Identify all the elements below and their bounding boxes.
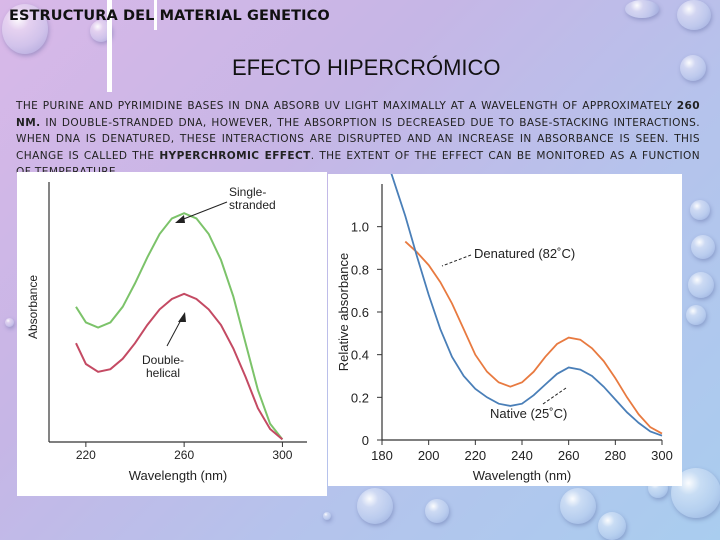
x-axis-label: Wavelength (nm) <box>473 468 572 483</box>
annotation-leader <box>441 254 472 267</box>
x-tick-label: 220 <box>76 448 96 462</box>
decorative-bubble <box>680 55 706 81</box>
decorative-bubble <box>2 4 48 54</box>
slide-title: EFECTO HIPERCRÓMICO <box>232 55 501 80</box>
absorbance-chart-left: 220 260 300 Wavelength (nm) Absorbance Single… <box>26 182 307 483</box>
body-bold-hyperchromic: HYPERCHROMIC EFFECT <box>159 149 311 162</box>
decorative-bubble <box>691 235 715 259</box>
decorative-bubble <box>90 20 112 42</box>
x-tick-label: 260 <box>558 448 580 463</box>
y-tick-label: 0.8 <box>351 262 369 277</box>
series-line <box>75 212 284 441</box>
series-line <box>390 173 663 437</box>
y-axis-label: Relative absorbance <box>336 253 351 372</box>
series-annotation-label: stranded <box>229 198 276 212</box>
decorative-bubble <box>5 318 14 327</box>
y-tick-label: 0.2 <box>351 390 369 405</box>
annotation-arrow <box>180 201 228 221</box>
decorative-bubble <box>598 512 626 540</box>
x-axis-label: Wavelength (nm) <box>129 468 228 483</box>
x-tick-label: 180 <box>371 448 393 463</box>
x-tick-label: 300 <box>272 448 292 462</box>
left-figure: 220 260 300 Wavelength (nm) Absorbance Single… <box>17 172 327 496</box>
series-line <box>75 292 284 441</box>
decorative-bubble <box>357 488 393 524</box>
accent-bar <box>107 0 112 92</box>
decorative-bubble <box>323 512 331 520</box>
decorative-bubble <box>686 305 706 325</box>
x-tick-label: 200 <box>418 448 440 463</box>
x-tick-label: 260 <box>174 448 194 462</box>
absorbance-chart-right: 180 200 220 240 260 280 300 0 0.2 0.4 0.6 0.8 1.0 Wav… <box>336 173 673 483</box>
x-tick-label: 280 <box>604 448 626 463</box>
y-tick-label: 0.6 <box>351 305 369 320</box>
y-tick-label: 1.0 <box>351 220 369 235</box>
decorative-bubble <box>677 0 711 30</box>
series-annotation-label: helical <box>146 366 180 380</box>
y-tick-label: 0 <box>362 433 369 448</box>
annotation-arrowhead <box>175 215 185 223</box>
y-tick-label: 0.4 <box>351 348 369 363</box>
body-text-part: IN DOUBLE-STRANDED DNA, HOWEVER, THE ABS… <box>16 116 700 162</box>
series-annotation-label: Native (25˚C) <box>490 406 567 421</box>
body-bold-wavelength: 260 NM. <box>16 100 700 129</box>
decorative-bubble <box>688 272 714 298</box>
y-axis-label: Absorbance <box>26 275 40 339</box>
series-line <box>404 240 663 435</box>
x-tick-label: 300 <box>651 448 673 463</box>
body-paragraph: THE PURINE AND PYRIMIDINE BASES IN DNA A… <box>16 98 700 181</box>
series-annotation-label: Single- <box>229 185 266 199</box>
series-annotation-label: Double- <box>142 353 184 367</box>
decorative-bubble <box>425 499 449 523</box>
annotation-arrowhead <box>178 312 186 322</box>
decorative-bubble <box>690 200 710 220</box>
x-tick-label: 240 <box>511 448 533 463</box>
x-tick-label: 220 <box>464 448 486 463</box>
annotation-leader <box>542 387 567 405</box>
right-figure: 180 200 220 240 260 280 300 0 0.2 0.4 0.6 0.8 1.0 Wav… <box>328 173 682 486</box>
body-text-part: THE PURINE AND PYRIMIDINE BASES IN DNA A… <box>16 100 677 112</box>
series-annotation-label: Denatured (82˚C) <box>474 246 575 261</box>
header-title: ESTRUCTURA DEL MATERIAL GENETICO <box>9 8 330 24</box>
decorative-bubble <box>560 488 596 524</box>
annotation-arrow <box>166 317 183 347</box>
accent-bar <box>154 0 157 30</box>
decorative-bubble <box>625 0 659 18</box>
